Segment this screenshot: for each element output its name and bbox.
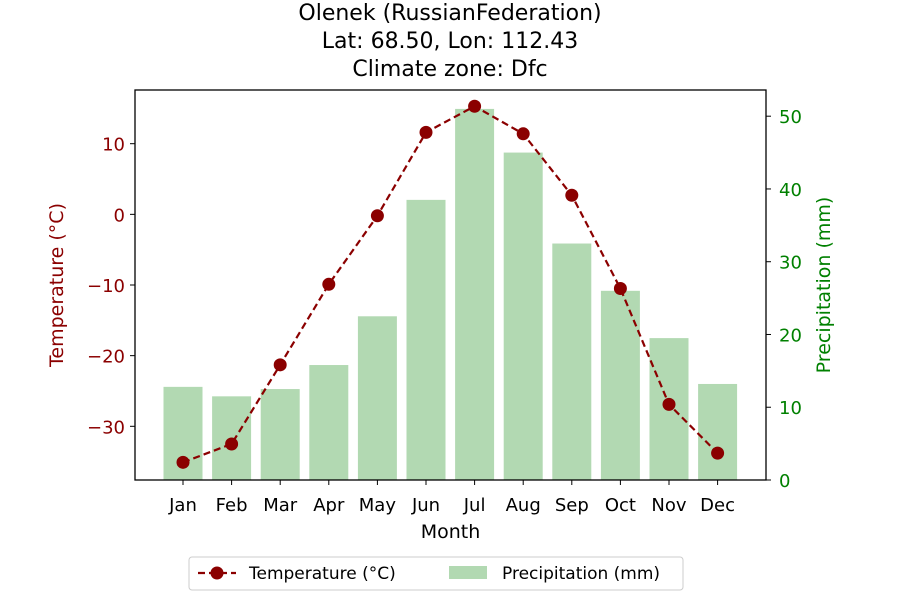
left-y-tick-label: −20 (87, 347, 125, 368)
precipitation-bar-sep (552, 243, 592, 480)
x-tick-label-sep: Sep (555, 495, 589, 516)
temperature-point-feb (225, 437, 239, 451)
precipitation-bar-oct (600, 290, 640, 480)
x-tick-label-nov: Nov (651, 495, 686, 516)
right-y-tick-label: 50 (779, 107, 802, 128)
x-tick-label-dec: Dec (700, 495, 735, 516)
temperature-point-may (370, 209, 384, 223)
x-axis-title: Month (421, 521, 481, 543)
temperature-point-dec (711, 446, 725, 460)
x-tick-label-mar: Mar (263, 495, 298, 516)
left-y-tick-label: −30 (87, 417, 125, 438)
precipitation-bar-mar (260, 389, 300, 480)
x-tick-label-oct: Oct (605, 495, 636, 516)
x-tick-label-may: May (359, 495, 397, 516)
x-tick-label-feb: Feb (216, 495, 248, 516)
legend-temperature-marker (210, 566, 224, 580)
temperature-point-aug (516, 127, 530, 141)
right-y-tick-label: 0 (779, 471, 790, 492)
left-y-tick-label: −10 (87, 276, 125, 297)
legend-box (188, 556, 684, 591)
x-tick-label-apr: Apr (313, 495, 345, 516)
temperature-point-mar (273, 358, 287, 372)
chart-title-line-2: Lat: 68.50, Lon: 112.43 (321, 29, 579, 54)
temperature-point-jan (176, 455, 190, 469)
precipitation-bar-jul (455, 108, 495, 480)
right-y-axis-title: Precipitation (mm) (813, 197, 835, 374)
chart-title-line-1: Olenek (RussianFederation) (298, 1, 602, 26)
right-y-tick-label: 10 (779, 398, 802, 419)
right-y-tick-label: 30 (779, 253, 802, 274)
x-tick-label-jul: Jul (463, 495, 486, 516)
legend-precipitation-label: Precipitation (mm) (502, 564, 660, 584)
temperature-point-jul (468, 99, 482, 113)
left-y-axis-title: Temperature (°C) (46, 203, 68, 368)
precipitation-bar-apr (309, 365, 349, 480)
x-tick-label-jun: Jun (411, 495, 440, 516)
x-tick-label-jan: Jan (168, 495, 197, 516)
precipitation-bar-jun (406, 199, 446, 481)
legend-precipitation-swatch (449, 566, 487, 579)
temperature-point-sep (565, 188, 579, 202)
temperature-point-jun (419, 125, 433, 139)
temperature-line (182, 104, 719, 464)
temperature-point-nov (662, 397, 676, 411)
left-y-tick-label: 10 (102, 135, 125, 156)
chart-title-line-3: Climate zone: Dfc (352, 57, 548, 82)
x-tick-label-aug: Aug (506, 495, 541, 516)
legend-temperature-label: Temperature (°C) (248, 564, 396, 584)
right-y-tick-label: 40 (779, 180, 802, 201)
left-y-tick-label: 0 (114, 205, 125, 226)
right-y-tick-label: 20 (779, 325, 802, 346)
precipitation-bar-may (357, 316, 397, 480)
temperature-point-apr (322, 277, 336, 291)
precipitation-bar-aug (503, 152, 543, 480)
temperature-point-oct (613, 282, 627, 296)
precipitation-bar-dec (698, 383, 738, 480)
